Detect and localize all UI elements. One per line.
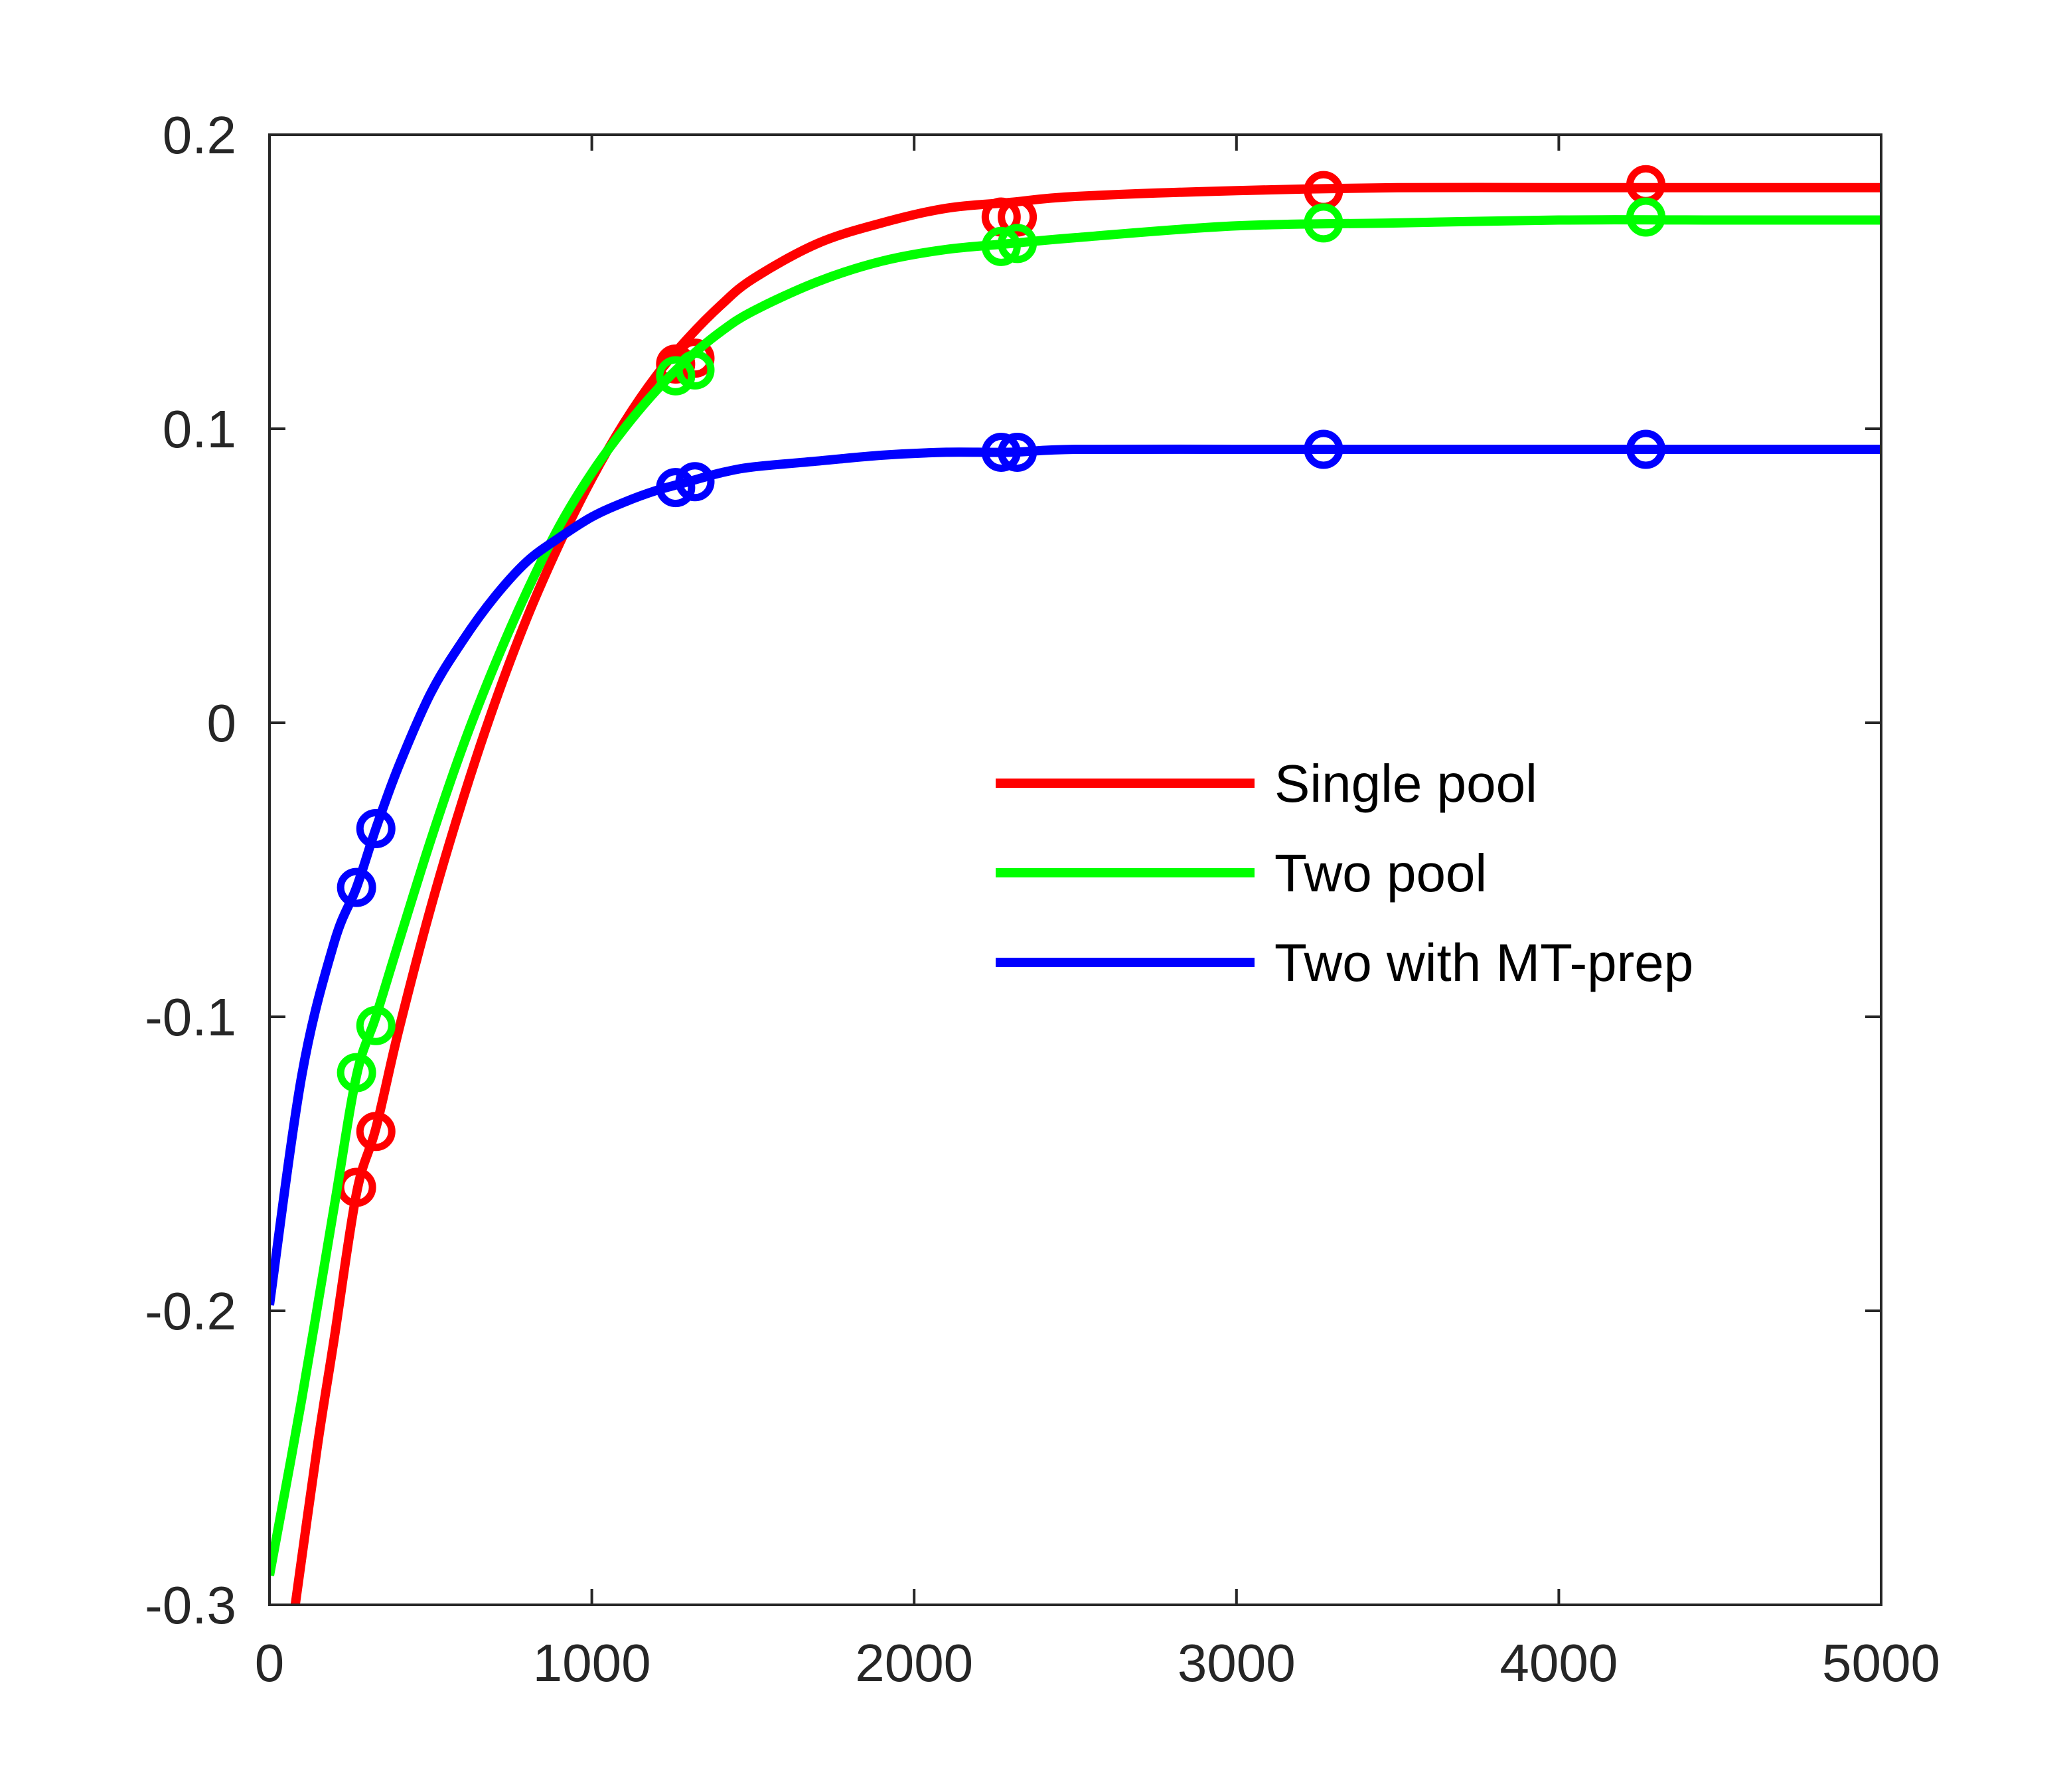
- data-point-single-pool: [998, 197, 1037, 237]
- series-two-pool: [269, 197, 1881, 1576]
- data-point-two-pool: [337, 1053, 376, 1092]
- x-tick-label: 3000: [1178, 1633, 1296, 1692]
- x-tick-label: 2000: [855, 1633, 973, 1692]
- data-point-two-with-mt-prep: [1626, 429, 1666, 469]
- axes-box: [268, 133, 1882, 1606]
- x-tick-label: 4000: [1499, 1633, 1618, 1692]
- legend-item-two-with-mt-prep: Two with MT-prep: [996, 933, 1693, 992]
- series-layer: [269, 165, 1881, 1605]
- data-point-two-with-mt-prep: [998, 432, 1037, 472]
- data-point-two-with-mt-prep: [981, 432, 1021, 472]
- legend-item-two-pool: Two pool: [996, 844, 1487, 903]
- data-point-single-pool: [356, 1112, 396, 1152]
- data-point-two-with-mt-prep: [675, 462, 715, 502]
- series-two-with-mt-prep: [269, 429, 1881, 1306]
- series-line-two-pool: [269, 215, 1881, 1576]
- data-point-two-pool: [675, 350, 715, 390]
- legend-label: Two with MT-prep: [1274, 933, 1693, 992]
- y-tick-label: 0: [207, 694, 237, 753]
- x-tick-label: 0: [255, 1633, 285, 1692]
- legend-label: Single pool: [1274, 754, 1537, 813]
- legend: Single pool Two pool Two with MT-prep: [996, 754, 1693, 992]
- data-point-two-pool: [981, 226, 1021, 266]
- y-tick-label: -0.2: [145, 1282, 236, 1341]
- y-tick-label: -0.1: [145, 988, 236, 1047]
- series-line-two-with-mt-prep: [269, 444, 1881, 1306]
- legend-item-single-pool: Single pool: [996, 754, 1537, 813]
- data-point-two-pool: [656, 356, 696, 396]
- data-point-single-pool: [656, 344, 696, 384]
- data-point-two-pool: [998, 224, 1037, 263]
- y-tick-label: -0.3: [145, 1576, 236, 1635]
- series-line-single-pool: [290, 183, 1881, 1605]
- x-tick-label: 1000: [533, 1633, 651, 1692]
- data-point-two-pool: [1304, 203, 1343, 243]
- tick-layer: 0 1000 2000 3000 4000 5000 0.2 0.1 0 -0.1 -0.2 -0.3: [145, 106, 1940, 1692]
- data-point-two-with-mt-prep: [337, 867, 376, 907]
- plot-area: 0 1000 2000 3000 4000 5000 0.2 0.1 0 -0.1 -0.2 -0.3: [145, 106, 1940, 1692]
- data-point-two-with-mt-prep: [1304, 429, 1343, 469]
- series-single-pool: [290, 165, 1881, 1605]
- y-tick-label: 0.1: [163, 400, 236, 459]
- y-tick-label: 0.2: [163, 106, 236, 165]
- data-point-two-pool: [356, 1006, 396, 1045]
- legend-label: Two pool: [1274, 844, 1487, 903]
- data-point-two-pool: [1626, 197, 1666, 237]
- x-tick-label: 5000: [1822, 1633, 1940, 1692]
- data-point-two-with-mt-prep: [656, 468, 696, 508]
- data-point-two-with-mt-prep: [356, 808, 396, 848]
